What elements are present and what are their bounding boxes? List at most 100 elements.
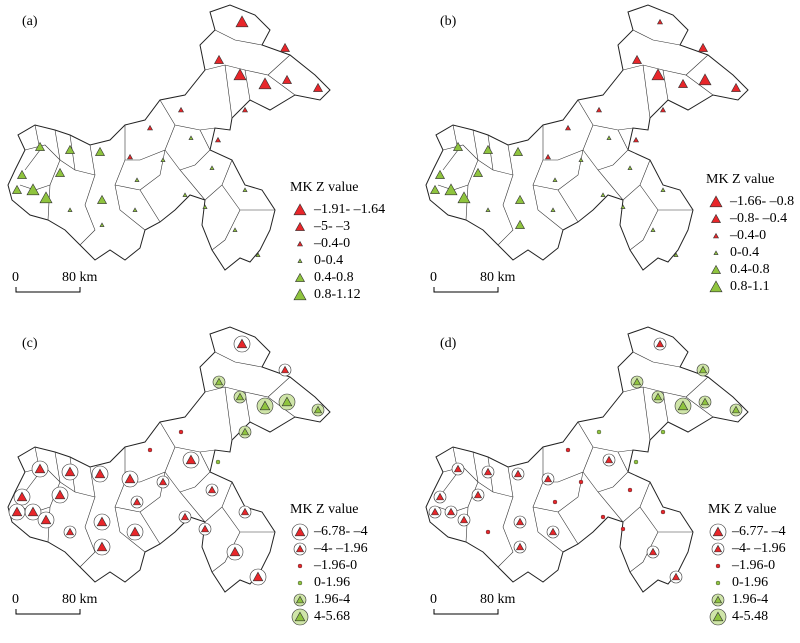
station-symbol-inner bbox=[240, 507, 250, 516]
station-symbol bbox=[258, 77, 272, 90]
station-symbol bbox=[698, 73, 712, 86]
district-boundary bbox=[632, 351, 681, 368]
district-boundary bbox=[211, 531, 241, 573]
legend-label: –0.4-0 bbox=[313, 236, 350, 251]
district-boundary bbox=[267, 74, 296, 96]
station-symbol bbox=[650, 227, 656, 232]
station-symbol bbox=[54, 167, 66, 177]
scale-bar bbox=[15, 609, 81, 615]
legend-symbol-inner bbox=[295, 595, 305, 604]
station-symbol-inner bbox=[96, 541, 108, 552]
station-symbol bbox=[96, 194, 108, 204]
station-symbol-inner bbox=[453, 464, 463, 473]
legend-label: 1.96-4 bbox=[732, 592, 768, 607]
station-symbol-inner bbox=[632, 377, 642, 386]
station-symbol bbox=[627, 487, 633, 493]
station-symbol-inner bbox=[700, 397, 710, 406]
station-symbol-inner bbox=[132, 497, 142, 506]
legend-symbol-inner bbox=[713, 544, 723, 553]
station-symbol-inner bbox=[698, 365, 708, 374]
station-symbol bbox=[279, 42, 291, 52]
legend-symbol bbox=[710, 264, 722, 274]
legend-symbol-inner bbox=[712, 526, 724, 537]
district-boundary bbox=[79, 144, 96, 246]
station-symbol bbox=[600, 192, 606, 197]
district-boundary bbox=[629, 209, 659, 251]
station-symbol bbox=[213, 54, 225, 64]
station-symbol-inner bbox=[604, 455, 614, 464]
legend-label: –0.4-0 bbox=[729, 228, 766, 243]
district-boundary bbox=[685, 396, 714, 418]
station-symbol-inner bbox=[548, 527, 558, 536]
district-boundary bbox=[442, 144, 479, 161]
station-symbol bbox=[600, 514, 606, 520]
legend-label: 4-5.48 bbox=[732, 609, 768, 624]
station-symbol bbox=[606, 135, 612, 140]
scale-start: 0 bbox=[430, 270, 437, 285]
station-symbol bbox=[452, 141, 464, 151]
district-boundary bbox=[214, 29, 263, 46]
station-symbol-inner bbox=[655, 339, 665, 348]
legend-label: –4- –1.96 bbox=[313, 541, 368, 556]
map-panel: (b) MK Z value –1.66- –0.8 –0.8- –0.4 –0.4-0… bbox=[425, 4, 794, 294]
legend-label: 0-0.4 bbox=[730, 245, 759, 260]
district-boundary bbox=[244, 69, 251, 101]
legend-title: MK Z value bbox=[708, 502, 776, 517]
station-symbol bbox=[11, 184, 23, 194]
station-symbol bbox=[578, 479, 584, 485]
station-symbol bbox=[660, 187, 666, 192]
legend-label: –6.77- –4 bbox=[731, 524, 786, 539]
district-boundary bbox=[224, 64, 233, 119]
legend-symbol bbox=[296, 240, 304, 247]
station-symbol bbox=[147, 447, 153, 453]
legend-label: –6.78- –4 bbox=[313, 524, 368, 539]
legend-symbol bbox=[297, 258, 303, 263]
station-symbol bbox=[202, 204, 208, 209]
station-symbol bbox=[233, 68, 247, 81]
district-boundary bbox=[577, 99, 634, 131]
station-symbol-inner bbox=[236, 338, 248, 349]
district-boundary bbox=[179, 129, 211, 171]
district-boundary bbox=[662, 69, 669, 101]
legend-symbol bbox=[713, 250, 719, 255]
station-symbol-inner bbox=[515, 542, 525, 551]
station-symbol bbox=[620, 204, 626, 209]
station-symbol bbox=[660, 509, 666, 515]
legend-label: 1.96-4 bbox=[314, 592, 350, 607]
scale-bar bbox=[15, 287, 81, 293]
station-symbol bbox=[677, 78, 689, 88]
station-symbol bbox=[39, 191, 53, 204]
district-boundary bbox=[497, 144, 514, 246]
panel-label: (a) bbox=[22, 14, 38, 29]
station-symbol-inner bbox=[235, 392, 245, 401]
station-symbol bbox=[730, 82, 742, 92]
station-symbol bbox=[242, 187, 248, 192]
station-symbol-inner bbox=[446, 507, 456, 516]
legend-label: 0-1.96 bbox=[732, 575, 768, 590]
station-symbol-inner bbox=[483, 467, 493, 476]
panel-label: (b) bbox=[440, 14, 457, 29]
district-boundary bbox=[497, 466, 514, 568]
district-boundary bbox=[642, 64, 651, 119]
station-symbol-inner bbox=[430, 507, 440, 516]
station-symbol bbox=[485, 207, 491, 212]
station-symbol bbox=[472, 167, 484, 177]
station-symbol-inner bbox=[259, 400, 271, 411]
station-symbol-inner bbox=[281, 396, 293, 407]
station-symbol bbox=[232, 227, 238, 232]
station-symbol-inner bbox=[94, 468, 106, 479]
station-symbol-inner bbox=[677, 400, 689, 411]
station-symbol-inner bbox=[515, 517, 525, 526]
station-symbol bbox=[660, 429, 666, 435]
station-symbol bbox=[209, 165, 215, 170]
district-boundary bbox=[125, 124, 176, 161]
station-symbol-inner bbox=[671, 572, 681, 581]
station-symbol bbox=[444, 183, 458, 196]
station-symbol bbox=[552, 499, 558, 505]
station-symbol bbox=[512, 146, 524, 156]
district-boundary bbox=[597, 451, 629, 493]
station-symbol bbox=[67, 207, 73, 212]
legend-symbol-inner bbox=[713, 595, 723, 604]
station-symbol bbox=[659, 106, 667, 113]
